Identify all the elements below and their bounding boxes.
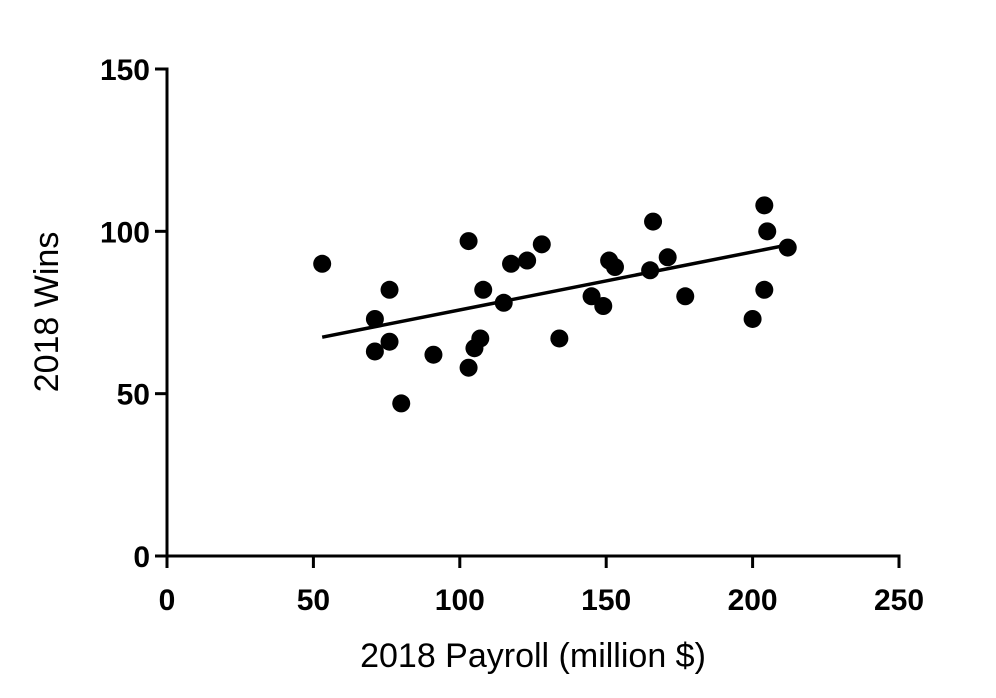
data-point	[605, 258, 624, 277]
data-point	[758, 222, 777, 241]
x-tick-label: 250	[874, 584, 924, 617]
data-point	[518, 251, 537, 270]
y-tick-label: 150	[100, 54, 150, 87]
data-point	[380, 280, 399, 299]
data-point	[641, 261, 660, 280]
data-point	[380, 332, 399, 351]
x-tick-label: 200	[728, 584, 778, 617]
y-tick-label: 100	[100, 216, 150, 249]
data-point	[471, 329, 490, 348]
y-axis-title: 2018 Wins	[28, 232, 66, 393]
x-tick-label: 100	[435, 584, 485, 617]
data-point	[676, 287, 695, 306]
data-point	[644, 212, 663, 231]
data-point	[778, 238, 797, 257]
data-point	[658, 248, 677, 267]
x-tick-label: 0	[159, 584, 176, 617]
data-point	[502, 254, 521, 273]
data-point	[755, 196, 774, 215]
data-point	[474, 280, 493, 299]
data-point	[424, 345, 443, 364]
x-axis-title: 2018 Payroll (million $)	[360, 637, 706, 675]
data-point	[494, 293, 513, 312]
data-point	[313, 254, 332, 273]
data-point	[392, 394, 411, 413]
fit-line	[321, 243, 789, 339]
y-tick-label: 50	[117, 379, 150, 412]
x-tick-label: 50	[297, 584, 330, 617]
data-point	[365, 342, 384, 361]
data-point	[550, 329, 569, 348]
y-tick-label: 0	[133, 541, 150, 574]
data-point	[532, 235, 551, 254]
data-point	[755, 280, 774, 299]
data-point	[743, 309, 762, 328]
data-point	[459, 358, 478, 377]
data-point	[459, 232, 478, 251]
data-point	[594, 297, 613, 316]
data-point	[365, 309, 384, 328]
x-tick-label: 150	[581, 584, 631, 617]
